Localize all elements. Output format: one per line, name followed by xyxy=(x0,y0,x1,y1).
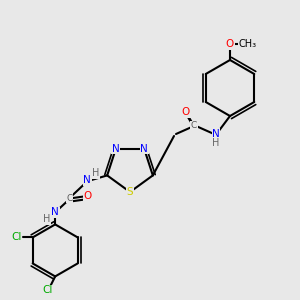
Text: Cl: Cl xyxy=(11,232,22,242)
Text: H: H xyxy=(44,214,51,224)
Text: O: O xyxy=(226,39,234,49)
Text: C: C xyxy=(66,194,72,203)
Text: N: N xyxy=(51,207,59,218)
Text: O: O xyxy=(182,107,190,117)
Text: O: O xyxy=(83,191,91,201)
Text: CH₃: CH₃ xyxy=(239,39,257,49)
Text: H: H xyxy=(92,168,100,178)
Text: N: N xyxy=(112,144,120,154)
Text: C: C xyxy=(191,122,197,130)
Text: N: N xyxy=(212,129,220,139)
Text: H: H xyxy=(212,138,220,148)
Text: N: N xyxy=(83,176,91,185)
Text: Cl: Cl xyxy=(42,285,52,296)
Text: S: S xyxy=(127,187,133,197)
Text: N: N xyxy=(140,144,148,154)
